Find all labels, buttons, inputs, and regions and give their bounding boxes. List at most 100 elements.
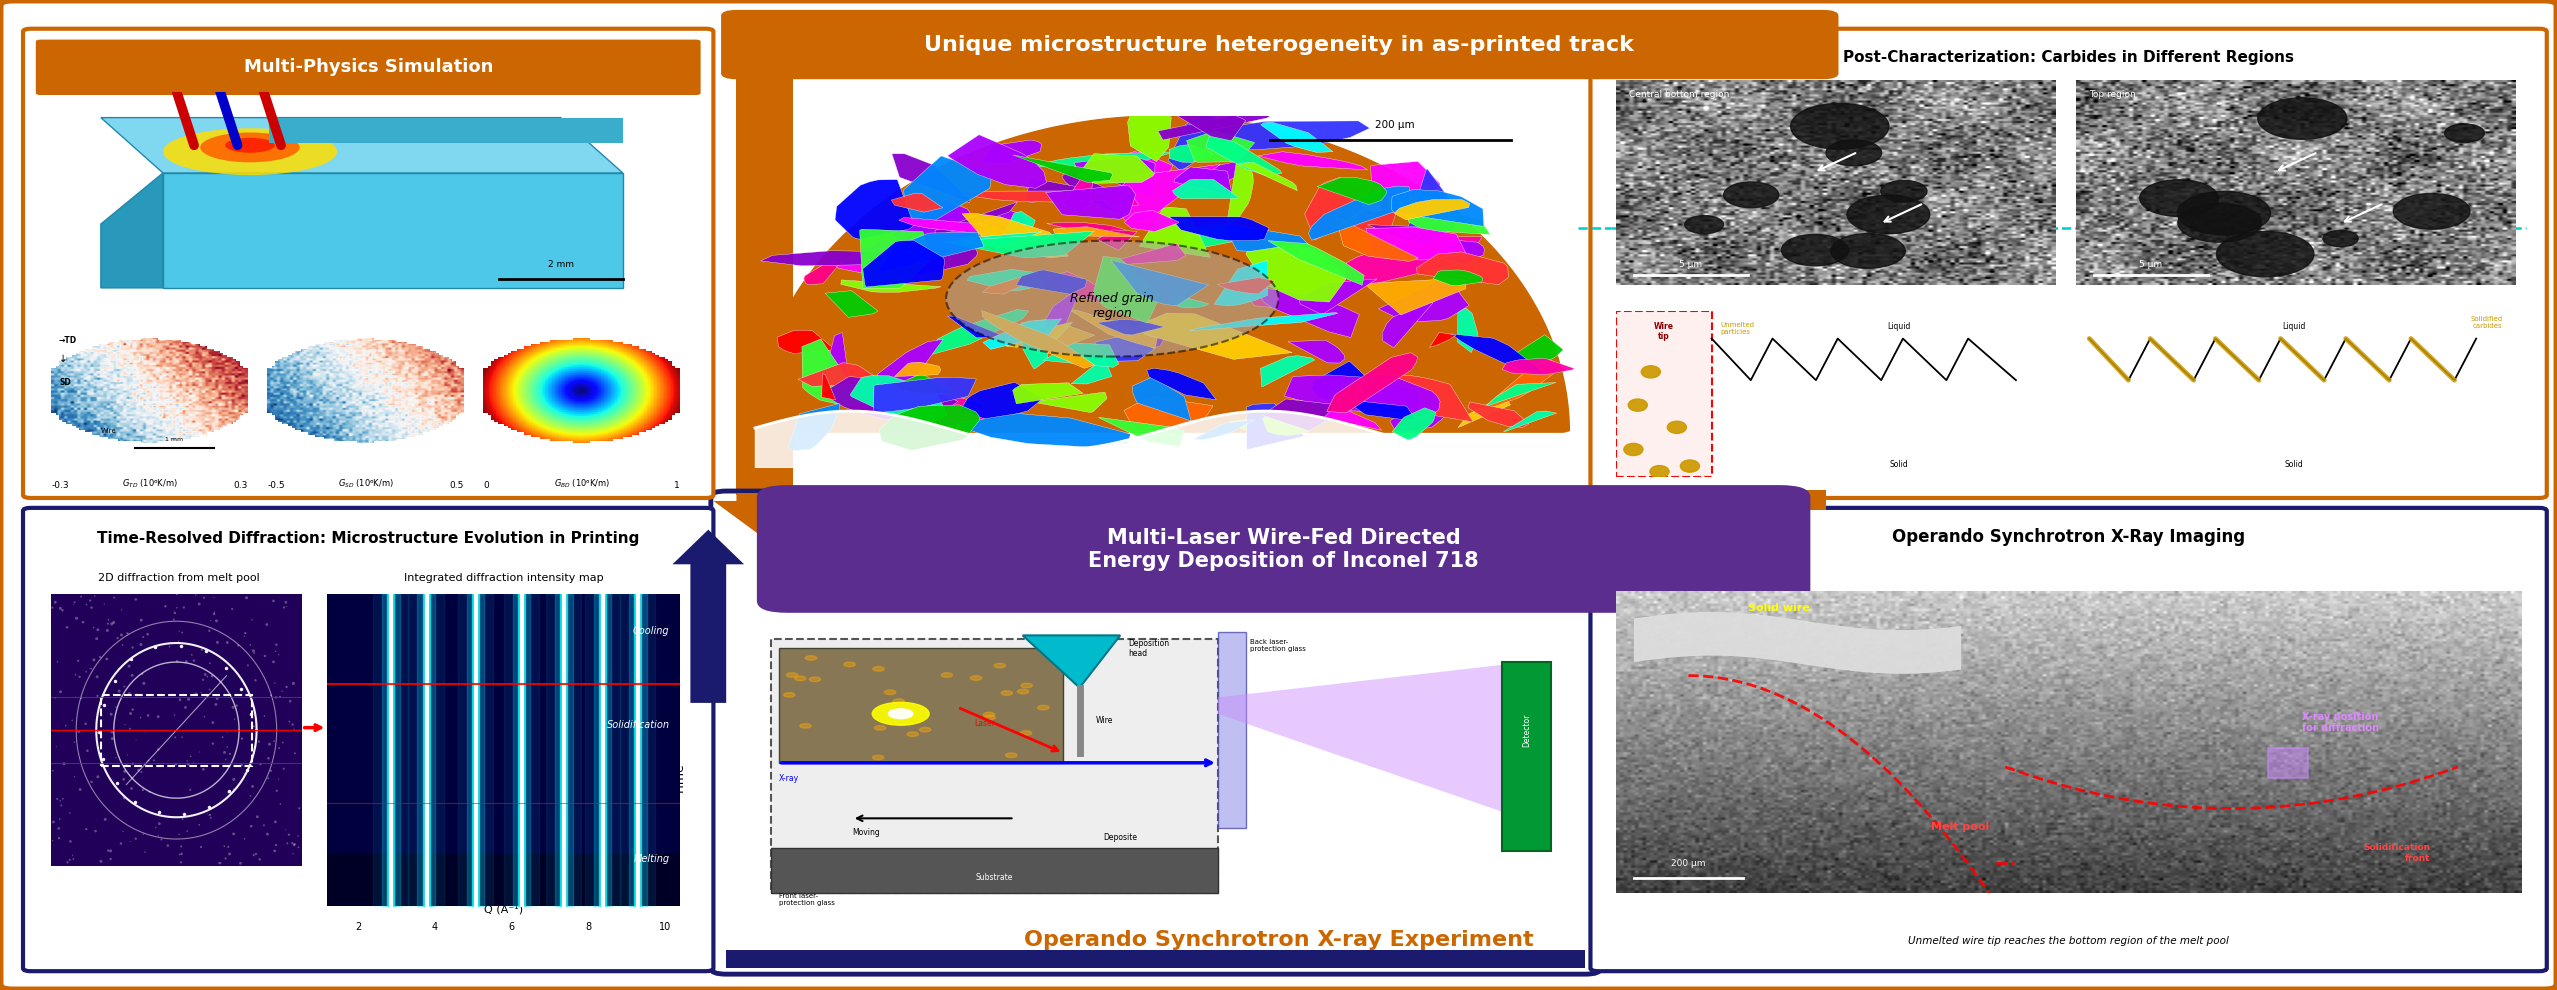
Point <box>197 613 238 629</box>
Polygon shape <box>1478 359 1560 413</box>
Polygon shape <box>961 214 1069 257</box>
Point <box>61 725 102 741</box>
Circle shape <box>2258 98 2347 140</box>
Point <box>159 634 199 649</box>
Point <box>212 699 253 715</box>
Bar <box>1769 490 1826 510</box>
Point <box>92 615 133 631</box>
Point <box>187 668 228 684</box>
Polygon shape <box>1215 260 1268 306</box>
Point <box>194 697 235 713</box>
Polygon shape <box>982 319 1061 349</box>
Point <box>95 590 136 606</box>
Circle shape <box>887 709 913 719</box>
Text: Melt pool: Melt pool <box>1931 822 1989 832</box>
Polygon shape <box>1238 162 1296 191</box>
Point <box>217 638 258 653</box>
Point <box>279 800 320 816</box>
Point <box>118 762 159 778</box>
Text: Unmelted wire tip reaches the bottom region of the melt pool: Unmelted wire tip reaches the bottom reg… <box>1908 937 2230 946</box>
Polygon shape <box>949 135 1046 188</box>
Polygon shape <box>836 239 915 276</box>
Polygon shape <box>1289 341 1345 363</box>
Polygon shape <box>821 374 836 400</box>
Point <box>251 687 291 703</box>
Polygon shape <box>995 211 1036 249</box>
Circle shape <box>805 655 816 660</box>
Polygon shape <box>1514 335 1562 366</box>
Point <box>123 782 164 798</box>
Circle shape <box>800 724 811 728</box>
Circle shape <box>1882 180 1928 202</box>
Circle shape <box>1685 216 1723 234</box>
Polygon shape <box>892 153 969 203</box>
Polygon shape <box>874 377 977 413</box>
Point <box>61 589 102 605</box>
Point <box>199 855 240 871</box>
FancyBboxPatch shape <box>1590 508 2547 971</box>
Point <box>79 853 120 869</box>
Text: $G_{SD}$ (10⁶K/m): $G_{SD}$ (10⁶K/m) <box>338 477 394 490</box>
Polygon shape <box>1046 223 1128 240</box>
Text: Solidified
carbides: Solidified carbides <box>2470 317 2503 330</box>
Ellipse shape <box>225 138 274 152</box>
Polygon shape <box>1025 178 1105 203</box>
Point <box>110 721 151 737</box>
Polygon shape <box>1110 260 1209 306</box>
FancyArrow shape <box>672 530 744 703</box>
Bar <box>1769 69 1826 495</box>
Point <box>92 725 133 741</box>
Point <box>120 612 161 628</box>
Point <box>59 653 100 669</box>
Text: $G_{BD}$ (10⁶K/m): $G_{BD}$ (10⁶K/m) <box>555 477 609 490</box>
Point <box>141 832 182 847</box>
Point <box>220 855 261 871</box>
Text: Refined grain
region: Refined grain region <box>1071 292 1153 320</box>
Ellipse shape <box>164 129 338 175</box>
Point <box>266 679 307 695</box>
Polygon shape <box>1036 152 1169 167</box>
Point <box>266 599 307 615</box>
Polygon shape <box>1002 322 1071 347</box>
Point <box>41 602 82 618</box>
Circle shape <box>1629 399 1647 411</box>
Point <box>100 836 141 851</box>
Point <box>194 606 235 622</box>
FancyBboxPatch shape <box>36 40 701 95</box>
Polygon shape <box>1245 245 1345 302</box>
Polygon shape <box>798 362 880 386</box>
Point <box>97 630 138 645</box>
Point <box>261 796 302 812</box>
Point <box>274 745 315 761</box>
Point <box>222 731 263 746</box>
Point <box>51 713 92 729</box>
Point <box>115 732 156 747</box>
Point <box>54 769 95 785</box>
Circle shape <box>1680 460 1700 472</box>
Circle shape <box>795 676 805 681</box>
Text: $G_{TD}$ (10⁶K/m): $G_{TD}$ (10⁶K/m) <box>123 477 176 490</box>
Point <box>258 646 299 662</box>
Point <box>49 852 89 868</box>
Polygon shape <box>895 362 941 376</box>
Bar <box>1616 311 1711 477</box>
Polygon shape <box>959 232 1043 248</box>
Point <box>207 725 248 741</box>
Point <box>233 719 274 735</box>
Point <box>115 591 156 607</box>
Polygon shape <box>1097 320 1163 335</box>
Circle shape <box>1831 234 1905 268</box>
Polygon shape <box>1365 228 1465 260</box>
Bar <box>1504 661 1552 851</box>
Polygon shape <box>1015 270 1087 294</box>
Polygon shape <box>1227 161 1253 225</box>
Point <box>245 648 286 664</box>
Point <box>256 814 297 830</box>
Point <box>194 589 235 605</box>
Polygon shape <box>877 232 984 272</box>
Polygon shape <box>1437 241 1486 264</box>
Polygon shape <box>1123 333 1166 350</box>
Circle shape <box>984 715 995 720</box>
Point <box>41 798 82 814</box>
Polygon shape <box>903 156 992 226</box>
